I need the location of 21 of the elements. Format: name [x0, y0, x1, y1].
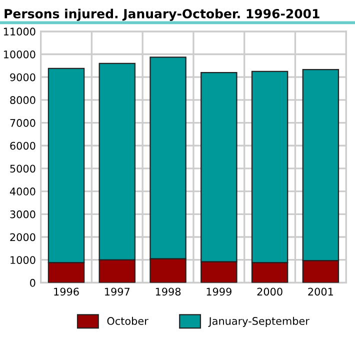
y-tick-label: 10000	[4, 50, 36, 58]
y-tick-label: 0	[30, 278, 36, 287]
x-tick-label: 2000	[257, 288, 282, 296]
y-tick-label: 6000	[10, 142, 36, 150]
legend-label: January-September	[208, 316, 310, 327]
y-tick-label: 2000	[10, 233, 36, 242]
y-tick-label: 7000	[10, 119, 36, 127]
x-tick-label: 2001	[308, 288, 333, 296]
x-tick-label: 1999	[206, 288, 232, 296]
x-tick-label: 1998	[156, 288, 181, 296]
legend-label: October	[107, 316, 148, 325]
y-tick-label: 11000	[4, 28, 36, 36]
y-tick-label: 5000	[10, 164, 36, 173]
y-tick-label: 9000	[10, 73, 36, 82]
x-tick-label: 1996	[54, 288, 79, 296]
chart-title: Persons injured. January-October. 1996-2001	[4, 8, 320, 21]
y-tick-label: 1000	[10, 256, 36, 264]
y-tick-label: 8000	[10, 96, 36, 104]
x-tick-label: 1997	[105, 288, 130, 296]
y-tick-label: 4000	[10, 188, 36, 196]
y-tick-label: 3000	[10, 210, 36, 218]
